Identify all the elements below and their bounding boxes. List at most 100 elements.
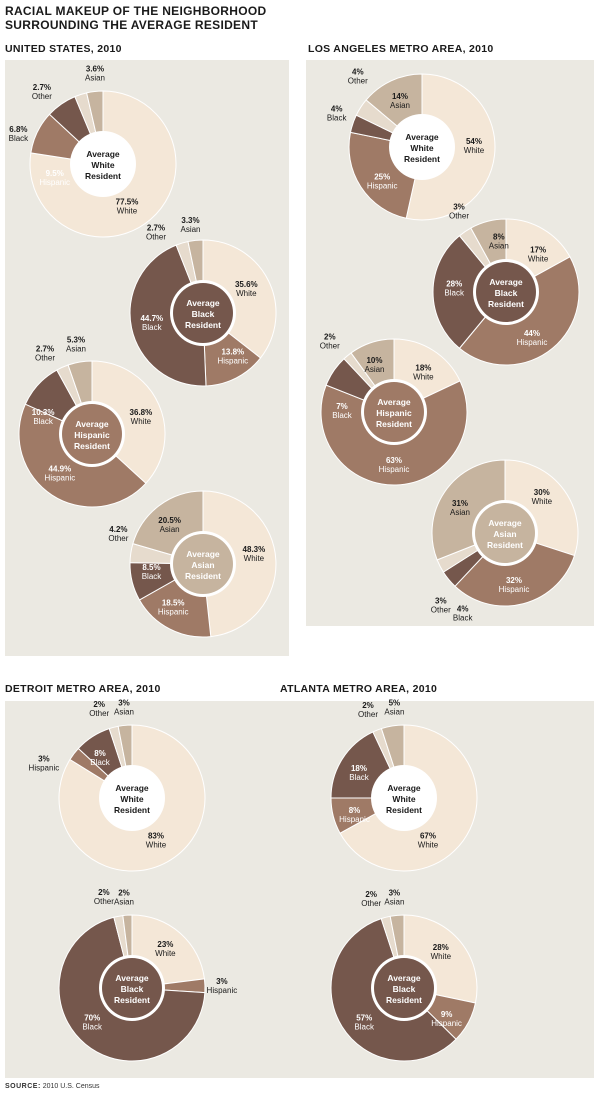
slice-category-label: White (528, 255, 549, 264)
slice-value-label: 31% (452, 499, 468, 508)
center-label-line: Resident (488, 299, 524, 309)
slice-category-label: White (464, 146, 485, 155)
center-label-line: Average (489, 277, 523, 287)
slice-value-label: 3.6% (86, 64, 104, 73)
slice-value-label: 9.5% (46, 169, 64, 178)
slice-category-label: Other (348, 77, 368, 86)
center-label-line: Average (115, 973, 149, 983)
slice-category-label: Asian (114, 897, 134, 906)
slice-category-label: White (418, 841, 439, 850)
slice-category-label: Black (142, 323, 163, 332)
slice-category-label: Black (9, 134, 30, 143)
slice-black (129, 244, 207, 387)
donut-chart-los-angeles-hispanic: AverageHispanicResident18%White63%Hispan… (320, 333, 468, 486)
slice-category-label: Hispanic (339, 815, 370, 824)
slice-value-label: 10.3% (32, 408, 55, 417)
slice-value-label: 8% (94, 749, 106, 758)
slice-value-label: 4% (457, 605, 469, 614)
source-note: SOURCE: 2010 U.S. Census (5, 1083, 100, 1090)
slice-value-label: 67% (420, 832, 436, 841)
slice-value-label: 2% (365, 890, 377, 899)
slice-value-label: 3% (453, 203, 465, 212)
donut-center (102, 768, 162, 828)
slice-value-label: 17% (530, 246, 546, 255)
slice-category-label: White (413, 373, 434, 382)
center-label-line: Resident (386, 805, 422, 815)
slice-category-label: Black (349, 773, 370, 782)
slice-value-label: 25% (374, 172, 390, 181)
slice-value-label: 3% (38, 754, 50, 763)
slice-category-label: White (244, 554, 265, 563)
source-label: SOURCE: (5, 1083, 41, 1090)
center-label-line: White (91, 160, 114, 170)
slice-category-label: Other (94, 897, 114, 906)
slice-category-label: Hispanic (29, 763, 60, 772)
slice-value-label: 9% (441, 1010, 453, 1019)
slice-category-label: Black (354, 1022, 375, 1031)
slice-category-label: Other (108, 534, 128, 543)
center-label-line: Average (86, 149, 120, 159)
donut-chart-united-states-asian: AverageAsianResident48.3%White18.5%Hispa… (108, 490, 277, 638)
slice-value-label: 48.3% (243, 545, 266, 554)
slice-category-label: Hispanic (217, 357, 248, 366)
center-label-line: Average (377, 397, 411, 407)
donut-center (476, 262, 536, 322)
slice-value-label: 28% (433, 943, 449, 952)
slice-white (91, 360, 166, 485)
center-label-line: Hispanic (376, 408, 412, 418)
slice-category-label: Other (431, 605, 451, 614)
slice-category-label: Asian (450, 508, 470, 517)
donut-chart-atlanta-black: AverageBlackResident28%White9%Hispanic57… (330, 889, 478, 1062)
slice-category-label: Hispanic (158, 608, 189, 617)
donut-center (475, 503, 535, 563)
slice-category-label: Asian (114, 707, 134, 716)
slice-value-label: 13.8% (221, 348, 244, 357)
slice-value-label: 32% (506, 576, 522, 585)
donut-chart-detroit-black: AverageBlackResident23%White3%Hispanic70… (58, 888, 237, 1062)
slice-value-label: 3% (435, 596, 447, 605)
slice-category-label: White (155, 949, 176, 958)
slice-value-label: 2.7% (33, 83, 51, 92)
slice-value-label: 3% (389, 889, 401, 898)
center-label-line: Black (495, 288, 518, 298)
slice-category-label: Asian (384, 708, 404, 717)
slice-value-label: 2% (324, 333, 336, 342)
slice-category-label: Black (33, 417, 54, 426)
slice-value-label: 30% (534, 488, 550, 497)
center-label-line: Average (186, 549, 220, 559)
slice-category-label: Hispanic (367, 181, 398, 190)
slice-hispanic (454, 532, 576, 607)
slice-category-label: White (146, 841, 167, 850)
center-label-line: Resident (386, 995, 422, 1005)
slice-category-label: Other (146, 233, 166, 242)
panel-title-detroit: DETROIT METRO AREA, 2010 (5, 683, 161, 695)
center-label-line: Average (186, 298, 220, 308)
slice-value-label: 77.5% (116, 198, 139, 207)
slice-value-label: 3.3% (181, 216, 199, 225)
center-label-line: Average (405, 132, 439, 142)
center-label-line: Resident (114, 995, 150, 1005)
center-label-line: Average (115, 783, 149, 793)
center-label-line: Resident (114, 805, 150, 815)
donut-center (173, 283, 233, 343)
slice-category-label: White (131, 417, 152, 426)
slice-category-label: Asian (180, 225, 200, 234)
donut-chart-detroit-white: AverageWhiteResident83%White3%Hispanic8%… (29, 698, 206, 872)
slice-value-label: 2% (93, 700, 105, 709)
slice-category-label: Hispanic (517, 338, 548, 347)
center-label-line: Asian (493, 529, 516, 539)
slice-value-label: 8% (349, 806, 361, 815)
slice-category-label: Asian (85, 73, 105, 82)
donut-center (374, 958, 434, 1018)
page-title-line-2: SURROUNDING THE AVERAGE RESIDENT (5, 18, 258, 32)
slice-category-label: Other (89, 709, 109, 718)
slice-category-label: Black (332, 411, 353, 420)
slice-value-label: 28% (446, 280, 462, 289)
center-label-line: Resident (185, 320, 221, 330)
donut-center (392, 117, 452, 177)
slice-category-label: Hispanic (39, 178, 70, 187)
slice-category-label: Asian (160, 525, 180, 534)
center-label-line: Black (192, 309, 215, 319)
center-label-line: Average (75, 419, 109, 429)
center-label-line: Asian (191, 560, 214, 570)
